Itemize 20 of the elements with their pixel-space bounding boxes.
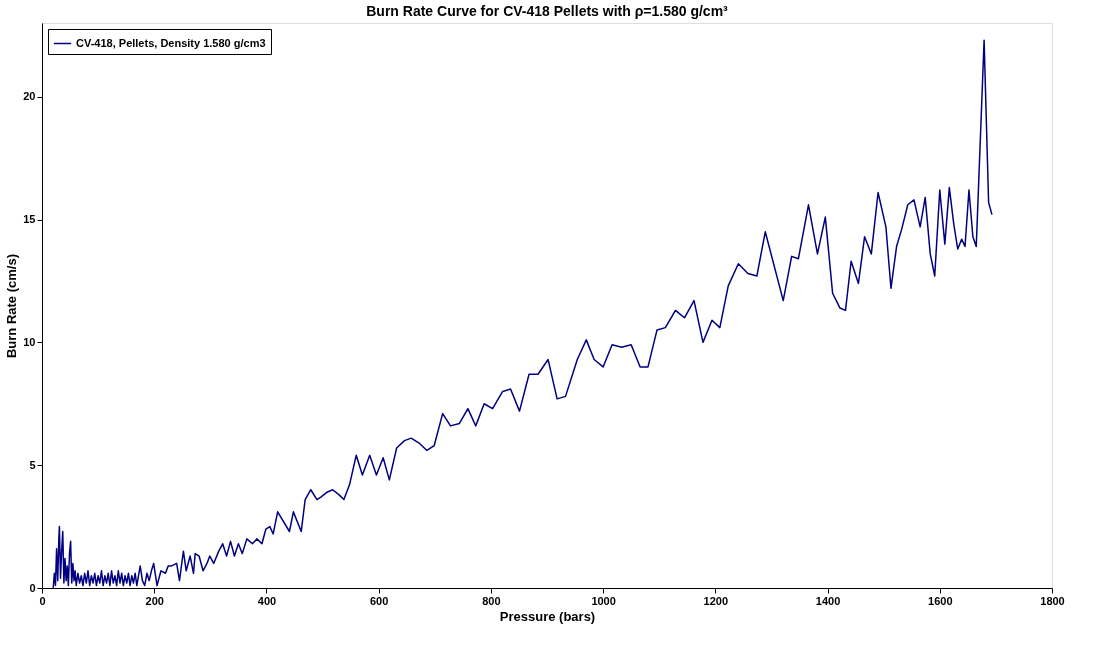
- y-tick-label: 15: [23, 213, 36, 226]
- x-tick-label: 1000: [591, 594, 616, 607]
- x-tick-label: 1400: [815, 594, 841, 607]
- x-tick-label: 400: [257, 594, 277, 607]
- x-tick-label: 1800: [1040, 594, 1065, 607]
- x-tick-label: 0: [39, 594, 46, 607]
- y-tick-label: 0: [29, 581, 36, 594]
- y-tick-label: 10: [23, 335, 36, 348]
- line-series: [52, 39, 993, 589]
- y-tick-label: 5: [29, 458, 36, 471]
- chart-title: Burn Rate Curve for CV-418 Pellets with ρ=1.580 g/cm³: [366, 3, 729, 19]
- x-tick-label: 800: [482, 594, 501, 607]
- x-axis-title: Pressure (bars): [499, 608, 596, 624]
- x-tick-label: 200: [145, 594, 164, 607]
- y-tick-label: 20: [23, 90, 36, 103]
- x-tick-label: 1600: [928, 594, 953, 607]
- y-axis-title: Burn Rate (cm/s): [4, 253, 20, 359]
- x-tick-label: 1200: [703, 594, 729, 607]
- legend-label: CV-418, Pellets, Density 1.580 g/cm3: [76, 36, 266, 49]
- x-tick-label: 600: [369, 594, 389, 607]
